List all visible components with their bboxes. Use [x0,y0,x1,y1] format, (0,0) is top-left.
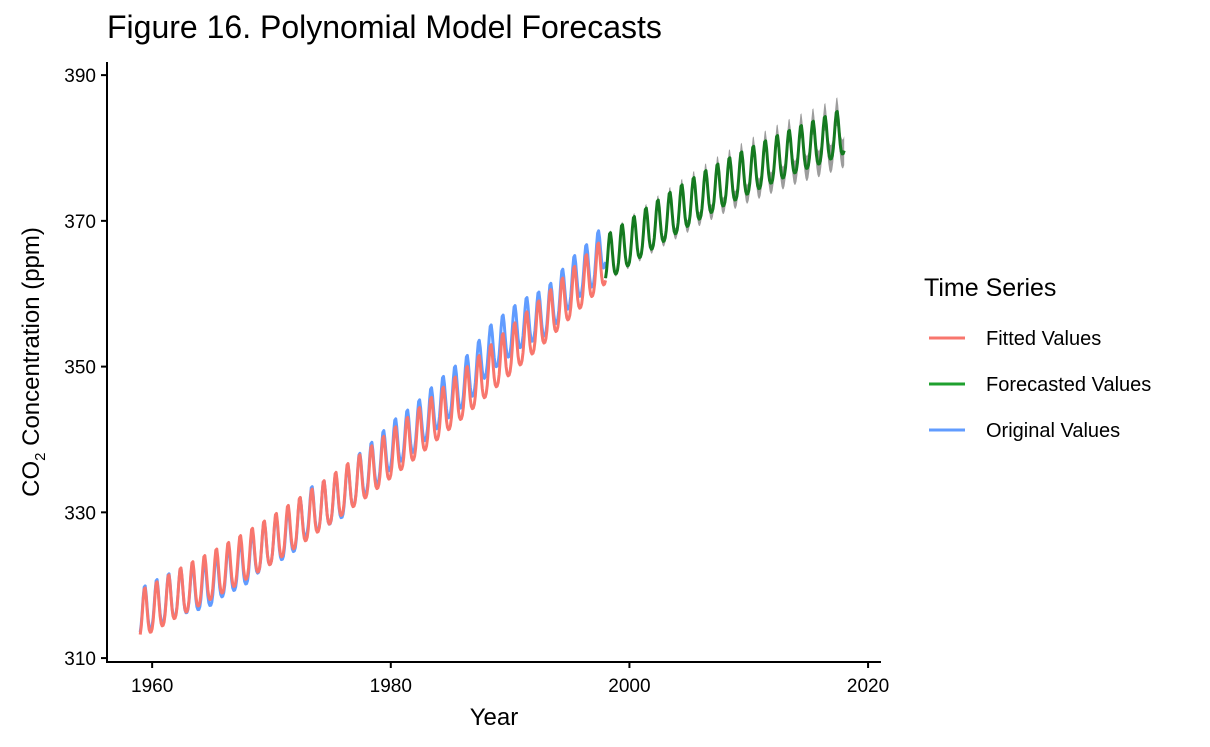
chart-title: Figure 16. Polynomial Model Forecasts [107,9,662,45]
y-tick-label: 310 [64,649,96,670]
y-tick-label: 330 [64,503,96,524]
y-axis-ticks: 310 330 350 370 390 [64,66,107,670]
y-tick-label: 390 [64,66,96,87]
series-line-original-values [138,229,608,633]
y-tick-label: 370 [64,212,96,233]
x-tick-label: 2000 [608,676,650,697]
y-axis-title-rest: Concentration (ppm) [18,227,45,452]
legend-title: Time Series [924,274,1056,302]
legend-label: Forecasted Values [986,374,1151,396]
x-tick-label: 1960 [131,676,173,697]
y-tick-label: 350 [64,358,96,379]
x-axis-ticks: 1960 1980 2000 2020 [131,662,889,697]
y-axis-title-subscript: 2 [32,453,49,461]
legend: Time Series Fitted Values Forecasted Valu… [924,274,1151,442]
y-axis-title: CO2 Concentration (ppm) [18,227,49,497]
x-axis-title: Year [470,704,519,731]
y-axis-title-main: CO [18,461,45,497]
legend-label: Fitted Values [986,328,1101,350]
legend-entries: Fitted Values Forecasted Values Original V… [929,328,1151,442]
x-tick-label: 1980 [370,676,412,697]
legend-label: Original Values [986,420,1120,442]
plot-area [138,97,846,635]
x-tick-label: 2020 [847,676,889,697]
series-layer [138,109,846,635]
series-line-fitted-values [138,241,608,635]
series-line-forecasted-values [604,109,846,279]
